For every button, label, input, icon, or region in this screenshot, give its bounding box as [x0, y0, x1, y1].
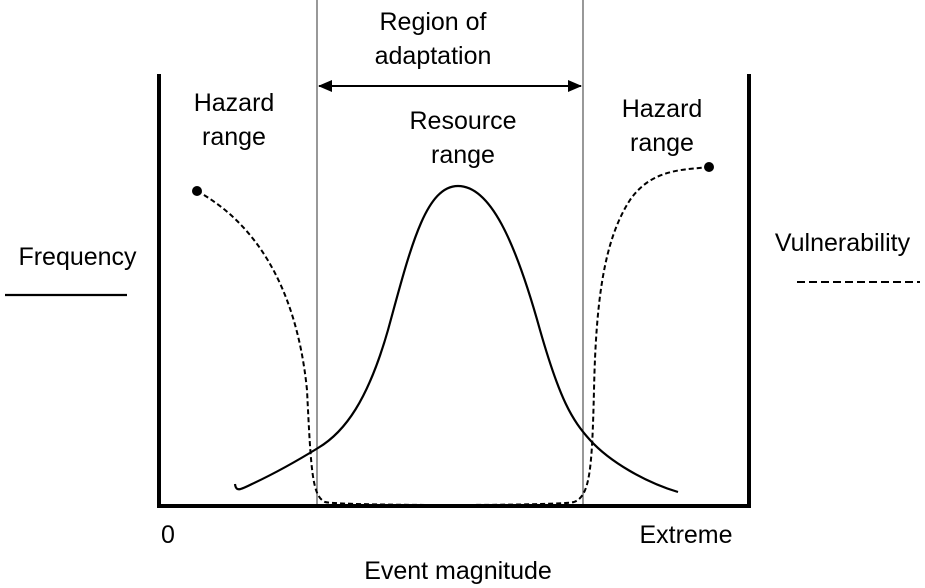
region-of-adaptation-label: Region of adaptation [333, 5, 533, 73]
hazard-range-left-label: Hazard range [164, 86, 304, 154]
hazard-left-line2: range [202, 123, 266, 151]
resource-range-label: Resource range [383, 104, 543, 172]
hazard-left-line1: Hazard [193, 89, 275, 117]
resource-line1: Resource [409, 107, 517, 135]
vulnerability-legend-label: Vulnerability [774, 229, 911, 257]
x-axis-title: Event magnitude [364, 557, 552, 585]
hazard-range-right-label: Hazard range [592, 92, 732, 160]
region-label-line2: adaptation [374, 42, 492, 70]
vulnerability-start-point [192, 186, 202, 196]
region-label-line1: Region of [379, 8, 487, 36]
resource-line2: range [431, 141, 495, 169]
frequency-legend-label: Frequency [18, 243, 137, 271]
x-axis-start-label: 0 [161, 521, 175, 549]
frequency-curve [233, 184, 679, 494]
vulnerability-end-point [704, 162, 714, 172]
hazard-right-line2: range [630, 129, 694, 157]
x-axis-end-label: Extreme [639, 521, 733, 549]
hazard-right-line1: Hazard [621, 95, 703, 123]
vulnerability-curve [196, 166, 710, 506]
